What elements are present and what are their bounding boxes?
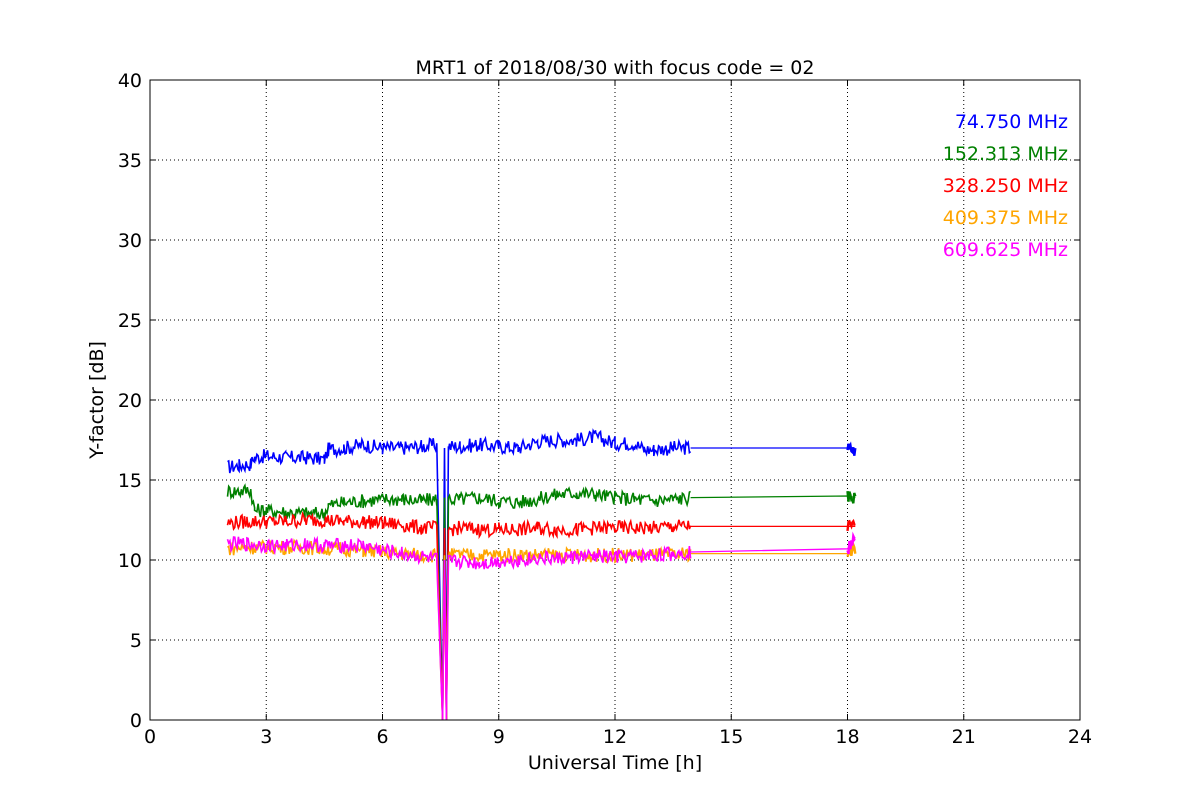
series-1 — [226, 483, 857, 721]
series-2 — [226, 511, 856, 721]
series-0 — [227, 428, 857, 721]
series-line-dense — [227, 428, 692, 721]
axis-ticks: 0 3 6 9 12 15 18 21 24 0 5 10 15 20 25 30 35 40 — [118, 70, 1092, 748]
x-tick-label: 3 — [260, 726, 272, 748]
y-tick-label: 35 — [118, 150, 142, 172]
chart-title: MRT1 of 2018/08/30 with focus code = 02 — [416, 57, 815, 79]
series-line-dense — [226, 535, 692, 721]
y-tick-label: 0 — [130, 710, 142, 732]
series-line-end — [846, 441, 857, 456]
x-tick-label: 9 — [493, 726, 505, 748]
legend-entry: 74.750 MHz — [955, 111, 1068, 133]
y-tick-label: 25 — [118, 310, 142, 332]
series-line-end — [846, 518, 856, 532]
y-tick-label: 20 — [118, 390, 142, 412]
series-line-end — [846, 490, 857, 504]
x-tick-label: 12 — [603, 726, 627, 748]
x-tick-label: 6 — [376, 726, 388, 748]
series-4 — [226, 531, 856, 721]
y-tick-label: 10 — [118, 550, 142, 572]
legend-entry: 328.250 MHz — [943, 175, 1068, 197]
x-tick-label: 15 — [719, 726, 743, 748]
x-axis-label: Universal Time [h] — [528, 752, 702, 774]
x-tick-label: 0 — [144, 726, 156, 748]
legend-entry: 609.625 MHz — [943, 239, 1068, 261]
x-tick-label: 18 — [835, 726, 859, 748]
y-tick-label: 5 — [130, 630, 142, 652]
y-tick-label: 40 — [118, 70, 142, 92]
y-axis-label: Y-factor [dB] — [86, 341, 108, 460]
series-line-dense — [226, 483, 692, 721]
legend-entry: 152.313 MHz — [943, 143, 1068, 165]
legend: 74.750 MHz 152.313 MHz 328.250 MHz 409.375 … — [943, 111, 1068, 261]
series-line-end — [846, 531, 856, 555]
y-tick-label: 15 — [118, 470, 142, 492]
legend-entry: 409.375 MHz — [943, 207, 1068, 229]
series-line-dense — [226, 511, 692, 721]
series-group — [226, 428, 857, 721]
x-tick-label: 24 — [1068, 726, 1092, 748]
y-tick-label: 30 — [118, 230, 142, 252]
x-tick-label: 21 — [952, 726, 976, 748]
